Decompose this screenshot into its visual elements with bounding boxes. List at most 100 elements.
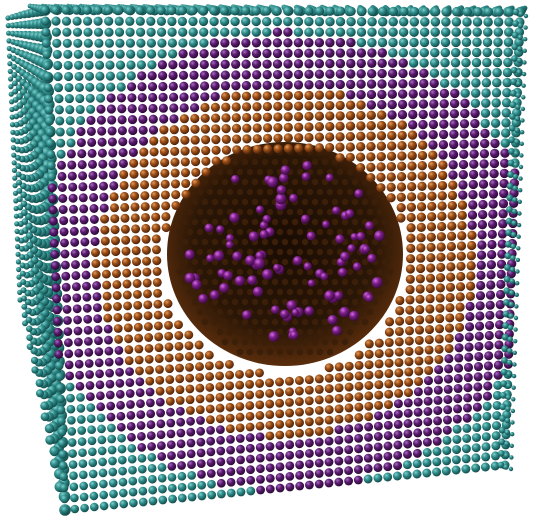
third-shell-sphere bbox=[334, 383, 344, 393]
outer-shell-sphere bbox=[138, 475, 147, 485]
second-shell-sphere bbox=[61, 271, 71, 281]
outer-shell-sphere bbox=[402, 460, 412, 470]
cavity-back-sphere bbox=[201, 218, 209, 226]
second-shell-sphere bbox=[476, 250, 487, 260]
cavity-back-sphere bbox=[236, 288, 244, 296]
second-shell-sphere bbox=[494, 350, 504, 360]
cavity-back-sphere bbox=[281, 218, 289, 226]
outer-shell-sphere bbox=[61, 16, 72, 26]
third-shell-sphere bbox=[179, 114, 189, 124]
third-shell-sphere bbox=[355, 152, 366, 162]
third-shell-sphere bbox=[294, 386, 304, 396]
third-shell-sphere bbox=[164, 331, 174, 341]
second-shell-sphere bbox=[99, 192, 109, 202]
outer-shell-sphere bbox=[45, 127, 55, 137]
cavity-back-sphere bbox=[296, 268, 304, 276]
outer-shell-sphere bbox=[494, 7, 504, 17]
third-shell-sphere bbox=[152, 277, 162, 287]
core-sphere bbox=[302, 160, 312, 171]
cavity-back-sphere bbox=[196, 268, 204, 276]
core-sphere bbox=[337, 267, 348, 278]
cavity-back-sphere bbox=[321, 318, 329, 326]
second-shell-sphere bbox=[105, 368, 114, 378]
second-shell-sphere bbox=[89, 204, 99, 213]
outer-shell-sphere bbox=[481, 98, 491, 108]
side-sphere bbox=[15, 84, 23, 92]
second-shell-sphere bbox=[444, 364, 454, 374]
third-shell-sphere bbox=[324, 363, 334, 373]
third-shell-sphere bbox=[427, 191, 437, 201]
third-shell-sphere bbox=[190, 113, 200, 124]
second-shell-sphere bbox=[256, 464, 265, 474]
edge-sphere bbox=[513, 150, 520, 157]
third-shell-sphere bbox=[120, 224, 130, 234]
second-shell-sphere bbox=[325, 38, 335, 48]
outer-shell-sphere bbox=[167, 472, 177, 482]
second-shell-sphere bbox=[364, 422, 374, 432]
second-shell-sphere bbox=[356, 58, 366, 69]
second-shell-sphere bbox=[169, 114, 179, 124]
cavity-back-sphere bbox=[216, 188, 224, 196]
third-shell-sphere bbox=[231, 102, 241, 112]
core-sphere bbox=[280, 165, 290, 175]
cavity-back-sphere bbox=[291, 338, 299, 346]
outer-shell-sphere bbox=[118, 466, 127, 476]
second-shell-sphere bbox=[186, 449, 196, 459]
side-sphere bbox=[16, 266, 22, 273]
outer-shell-sphere bbox=[53, 83, 64, 93]
outer-shell-sphere bbox=[76, 393, 85, 402]
outer-shell-sphere bbox=[335, 27, 346, 37]
outer-shell-sphere bbox=[117, 444, 127, 454]
second-shell-sphere bbox=[293, 38, 304, 48]
second-shell-sphere bbox=[116, 411, 126, 421]
second-shell-sphere bbox=[62, 293, 72, 303]
second-shell-sphere bbox=[354, 454, 363, 464]
outer-shell-sphere bbox=[51, 5, 61, 15]
core-sphere bbox=[184, 249, 195, 260]
outer-shell-sphere bbox=[67, 427, 77, 436]
outer-shell-sphere bbox=[117, 455, 127, 465]
outer-shell-sphere bbox=[409, 48, 419, 58]
third-shell-sphere bbox=[121, 235, 131, 245]
third-shell-sphere bbox=[334, 414, 344, 424]
cavity-back-sphere bbox=[201, 318, 209, 326]
second-shell-sphere bbox=[354, 444, 364, 454]
outer-shell-sphere bbox=[177, 482, 187, 492]
outer-shell-sphere bbox=[66, 393, 75, 403]
cavity-back-sphere bbox=[251, 338, 259, 346]
second-shell-sphere bbox=[146, 431, 156, 440]
second-shell-sphere bbox=[418, 99, 429, 109]
outer-shell-sphere bbox=[367, 17, 377, 27]
second-shell-sphere bbox=[383, 451, 393, 461]
outer-shell-sphere bbox=[367, 6, 377, 17]
outer-shell-sphere bbox=[461, 464, 471, 474]
third-shell-sphere bbox=[376, 131, 387, 141]
second-shell-sphere bbox=[136, 399, 145, 409]
cavity-back-sphere bbox=[266, 208, 274, 216]
outer-shell-sphere bbox=[62, 27, 72, 37]
second-shell-sphere bbox=[49, 238, 59, 248]
third-shell-sphere bbox=[149, 147, 159, 157]
third-shell-sphere bbox=[364, 349, 374, 359]
cavity-back-sphere bbox=[346, 268, 354, 276]
second-shell-sphere bbox=[275, 483, 285, 493]
core-sphere bbox=[229, 212, 240, 223]
second-shell-sphere bbox=[176, 439, 186, 449]
side-sphere bbox=[25, 307, 32, 315]
side-sphere bbox=[12, 183, 18, 189]
cavity-back-sphere bbox=[286, 288, 294, 296]
outer-shell-sphere bbox=[128, 465, 137, 475]
outer-shell-sphere bbox=[441, 17, 451, 27]
outer-shell-sphere bbox=[481, 452, 491, 462]
cavity-back-sphere bbox=[256, 168, 264, 176]
third-shell-sphere bbox=[356, 142, 366, 152]
second-shell-sphere bbox=[246, 454, 255, 464]
cavity-back-sphere bbox=[241, 338, 249, 346]
third-shell-sphere bbox=[366, 110, 376, 120]
outer-shell-sphere bbox=[76, 415, 86, 424]
third-shell-sphere bbox=[438, 170, 448, 181]
second-shell-sphere bbox=[439, 99, 449, 109]
third-shell-sphere bbox=[414, 376, 424, 387]
outer-shell-sphere bbox=[480, 462, 490, 472]
